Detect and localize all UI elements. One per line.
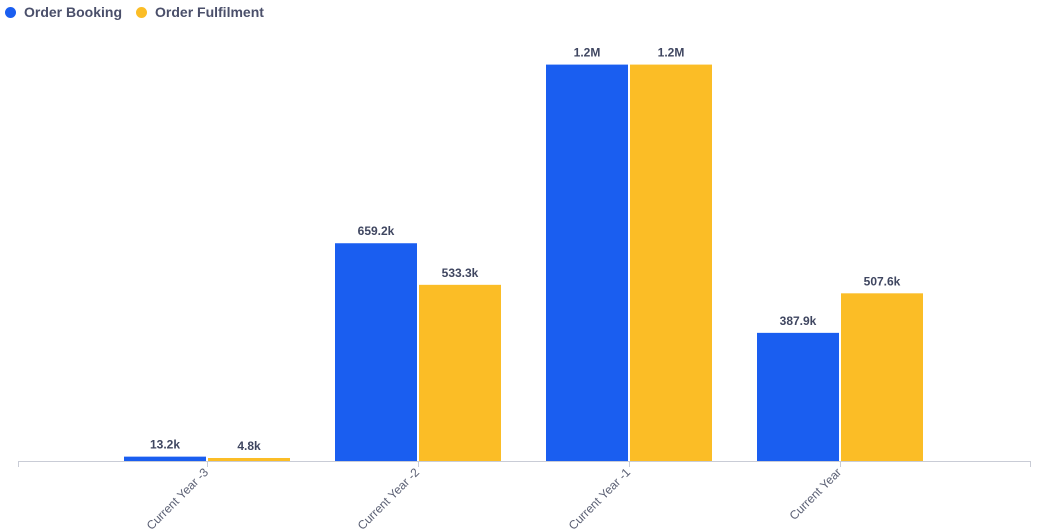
data-label-order-fulfilment-4: 507.6k: [864, 274, 901, 288]
data-label-order-booking-2: 659.2k: [358, 224, 395, 238]
legend-label-order-fulfilment: Order Fulfilment: [155, 4, 264, 20]
bar-order-fulfilment-4[interactable]: [841, 293, 923, 461]
data-label-order-booking-4: 387.9k: [780, 314, 817, 328]
bar-order-fulfilment-1[interactable]: [208, 458, 290, 461]
bar-order-booking-3[interactable]: [546, 64, 628, 461]
bar-order-fulfilment-3[interactable]: [630, 64, 712, 461]
legend-marker-order-booking: [5, 6, 16, 18]
legend-marker-order-fulfilment: [136, 6, 148, 18]
bar-order-booking-2[interactable]: [335, 243, 417, 461]
data-label-order-booking-3: 1.2M: [574, 46, 601, 60]
bar-order-fulfilment-2[interactable]: [419, 284, 501, 461]
data-label-order-fulfilment-3: 1.2M: [658, 46, 685, 60]
data-label-order-fulfilment-2: 533.3k: [442, 266, 479, 280]
x-tick-label-4: Current Year: [787, 465, 845, 523]
legend-label-order-booking: Order Booking: [24, 4, 123, 20]
x-tick-label-2: Current Year -2: [355, 465, 423, 530]
data-label-order-booking-1: 13.2k: [150, 438, 180, 452]
x-tick-label-3: Current Year -1: [566, 465, 634, 530]
x-tick-label-1: Current Year -3: [144, 465, 212, 530]
bar-order-booking-1[interactable]: [124, 456, 206, 461]
chart-legend: Order Booking Order Fulfilment: [5, 3, 264, 21]
legend-item-order-booking[interactable]: Order Booking: [5, 4, 122, 20]
bar-order-booking-4[interactable]: [757, 332, 839, 461]
legend-item-order-fulfilment[interactable]: Order Fulfilment: [136, 4, 264, 20]
data-label-order-fulfilment-1: 4.8k: [237, 439, 261, 453]
